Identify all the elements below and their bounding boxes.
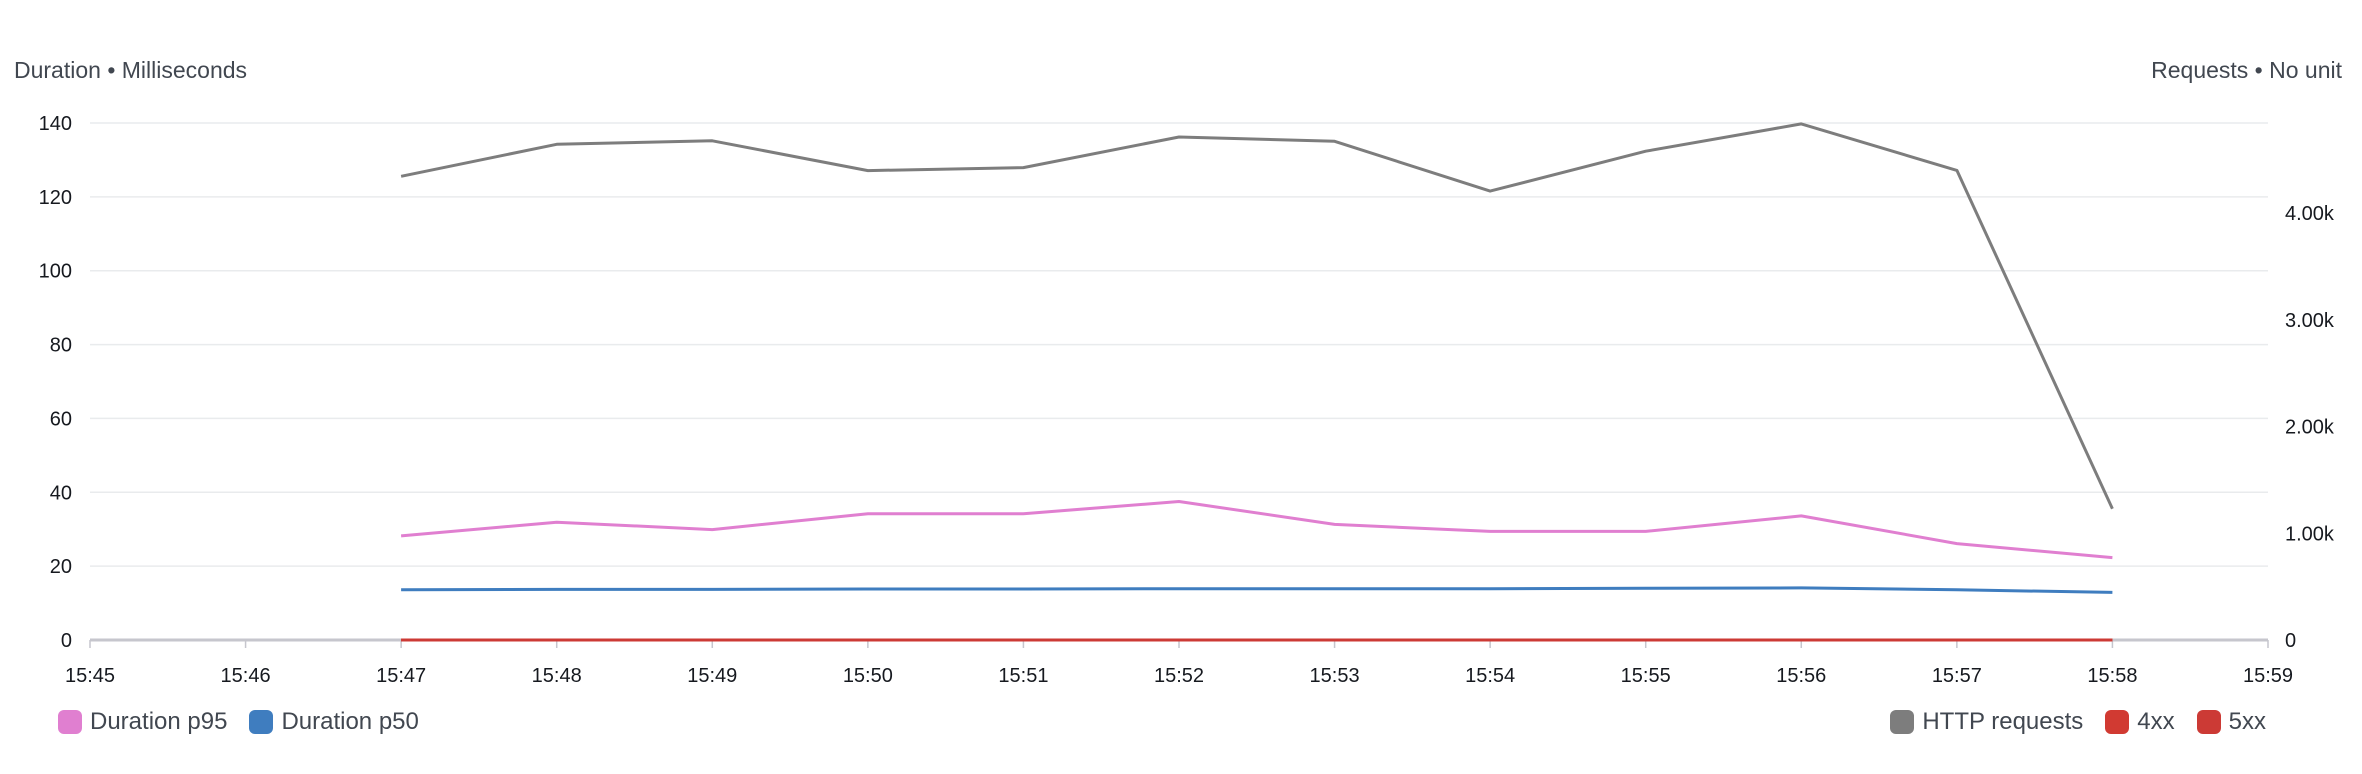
legend-item-duration-p95[interactable]: Duration p95 [58, 708, 227, 736]
legend-swatch [249, 710, 274, 734]
left-axis-tick-label: 20 [50, 556, 72, 578]
legend-label: 4xx [2137, 708, 2175, 735]
x-axis-tick-label: 15:59 [2243, 665, 2293, 687]
left-axis-tick-label: 60 [50, 408, 72, 430]
x-axis-tick-label: 15:47 [376, 665, 426, 687]
series-line-duration-p50 [401, 586, 2113, 594]
x-axis-tick-label: 15:56 [1776, 665, 1826, 687]
legend-item-duration-p50[interactable]: Duration p50 [249, 708, 419, 736]
left-axis-tick-label: 100 [39, 261, 72, 283]
left-axis-tick-label: 40 [50, 482, 72, 504]
legend-label: Duration p50 [281, 708, 419, 735]
x-axis-tick-label: 15:54 [1465, 665, 1515, 687]
x-axis-tick-label: 15:58 [2087, 665, 2137, 687]
legend-label: Duration p95 [90, 708, 228, 735]
legend-item-4xx[interactable]: 4xx [2105, 708, 2175, 736]
x-axis-tick-label: 15:55 [1621, 665, 1671, 687]
x-axis-tick-label: 15:46 [221, 665, 271, 687]
legend-left: Duration p95 Duration p50 [58, 708, 441, 736]
left-axis-ticks: 0 20 40 60 80 100 120 140 [39, 113, 72, 652]
right-axis-tick-label: 1.00k [2285, 523, 2335, 545]
legend-swatch [1890, 710, 1915, 734]
x-axis-tick-label: 15:53 [1310, 665, 1360, 687]
left-axis-tick-label: 140 [39, 113, 72, 135]
right-axis-tick-label: 3.00k [2285, 310, 2335, 332]
legend-item-http-requests[interactable]: HTTP requests [1890, 708, 2083, 736]
right-axis-ticks: 0 1.00k 2.00k 3.00k 4.00k [2285, 203, 2335, 652]
series-lines [400, 122, 2114, 642]
legend-item-5xx[interactable]: 5xx [2196, 708, 2266, 736]
left-axis-tick-label: 0 [61, 630, 72, 652]
legend-right: HTTP requests 4xx 5xx [1868, 708, 2266, 736]
x-axis-tick-label: 15:52 [1154, 665, 1204, 687]
left-axis-title: Duration • Milliseconds [14, 57, 247, 83]
series-line-duration-p95 [400, 500, 2113, 560]
legend-swatch [2196, 710, 2221, 734]
right-axis-tick-label: 4.00k [2285, 203, 2335, 225]
gridlines [90, 122, 2268, 642]
x-axis-tick-label: 15:50 [843, 665, 893, 687]
x-axis-tick-label: 15:49 [687, 665, 737, 687]
legend-label: HTTP requests [1922, 708, 2084, 735]
right-axis-title: Requests • No unit [2151, 57, 2342, 83]
right-axis-tick-label: 0 [2285, 630, 2296, 652]
left-axis-tick-label: 120 [39, 187, 72, 209]
x-axis-tick-label: 15:45 [65, 665, 115, 687]
x-axis-ticks: 15:45 15:46 15:47 15:48 15:49 15:50 15:51 15:52… [65, 640, 2293, 687]
legend-swatch [2105, 710, 2130, 734]
left-axis-tick-label: 80 [50, 335, 72, 357]
right-axis-tick-label: 2.00k [2285, 417, 2335, 439]
series-line-http-requests [400, 122, 2114, 510]
x-axis-tick-label: 15:48 [532, 665, 582, 687]
legend-label: 5xx [2228, 708, 2266, 735]
x-axis-tick-label: 15:57 [1932, 665, 1982, 687]
legend-swatch [58, 710, 82, 734]
x-axis-tick-label: 15:51 [998, 665, 1048, 687]
